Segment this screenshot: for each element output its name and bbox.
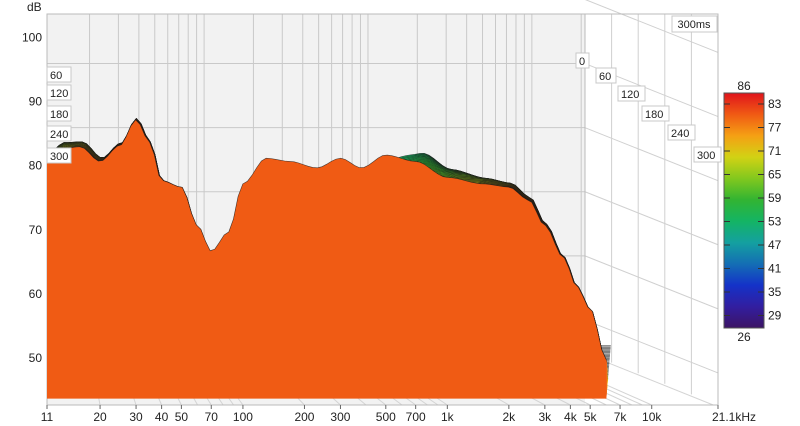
y-tick-label: 100 (22, 30, 42, 44)
time-tick-label: 0 (579, 56, 585, 68)
x-tick-label: 1k (441, 410, 455, 424)
colorbar: 86 26 83 77 71 65 59 53 47 41 35 29 (723, 79, 782, 344)
time-tick-label: 240 (671, 128, 689, 140)
x-tick-label: 5k (584, 410, 598, 424)
colorbar-max-label: 86 (737, 79, 751, 93)
x-tick-label: 21.1kHz (712, 410, 756, 424)
y-tick-label: 70 (29, 223, 43, 237)
time-tick-label: 120 (621, 89, 639, 101)
colorbar-tick-label: 59 (768, 191, 782, 205)
y-axis-ticks: 50 60 70 80 90 100 (22, 30, 42, 364)
x-tick-label: 50 (175, 410, 189, 424)
waterfall-slice-fill (47, 119, 607, 399)
time-tick-label: 180 (645, 109, 663, 121)
waterfall-surface (46, 118, 611, 399)
time-tick-label-left: 180 (50, 109, 68, 121)
x-tick-label: 40 (155, 410, 169, 424)
x-tick-label: 30 (129, 410, 143, 424)
colorbar-tick-label: 71 (768, 144, 782, 158)
y-tick-label: 60 (29, 287, 43, 301)
time-tick-label: 300 (697, 150, 715, 162)
x-tick-label: 200 (294, 410, 314, 424)
colorbar-tick-label: 83 (768, 97, 782, 111)
y-tick-label: 80 (29, 159, 43, 173)
x-tick-label: 4k (564, 410, 578, 424)
x-axis-ticks: 11 20 30 40 50 70 100 200 300 500 700 1k 2k 3k 4k 5k 7k 1… (41, 405, 756, 424)
colorbar-tick-label: 29 (768, 309, 782, 323)
colorbar-tick-label: 77 (768, 121, 782, 135)
time-tick-label-left: 240 (50, 129, 68, 141)
x-tick-label: 100 (233, 410, 253, 424)
waterfall-slice-line (46, 119, 607, 361)
time-end-label: 300ms (677, 19, 711, 31)
colorbar-min-label: 26 (737, 330, 751, 344)
colorbar-tick-label: 65 (768, 168, 782, 182)
time-tick-label: 60 (599, 71, 611, 83)
x-tick-label: 700 (406, 410, 426, 424)
time-axis-labels: 0 60 60 120 120 180 180 240 240 300 300 (46, 52, 722, 164)
x-tick-label: 500 (376, 410, 396, 424)
x-tick-label: 300 (330, 410, 350, 424)
x-tick-label: 2k (503, 410, 517, 424)
x-tick-label: 70 (205, 410, 219, 424)
time-tick-label-left: 300 (50, 151, 68, 163)
colorbar-tick-label: 41 (768, 262, 782, 276)
colorbar-tick-label: 53 (768, 215, 782, 229)
colorbar-ticks: 83 77 71 65 59 53 47 41 35 29 (724, 97, 782, 323)
colorbar-gradient (723, 92, 765, 329)
time-tick-label-left: 60 (50, 70, 62, 82)
colorbar-tick-label: 47 (768, 238, 782, 252)
y-tick-label: 90 (29, 95, 43, 109)
x-tick-label: 20 (93, 410, 107, 424)
x-tick-label: 3k (539, 410, 553, 424)
y-axis-label: dB (27, 0, 42, 14)
x-tick-label: 11 (41, 410, 54, 424)
x-tick-label: 10k (642, 410, 662, 424)
time-tick-label-left: 120 (50, 88, 68, 100)
y-tick-label: 50 (29, 351, 43, 365)
colorbar-tick-label: 35 (768, 285, 782, 299)
x-tick-label: 7k (614, 410, 628, 424)
time-end-tag: 300ms (671, 15, 718, 33)
